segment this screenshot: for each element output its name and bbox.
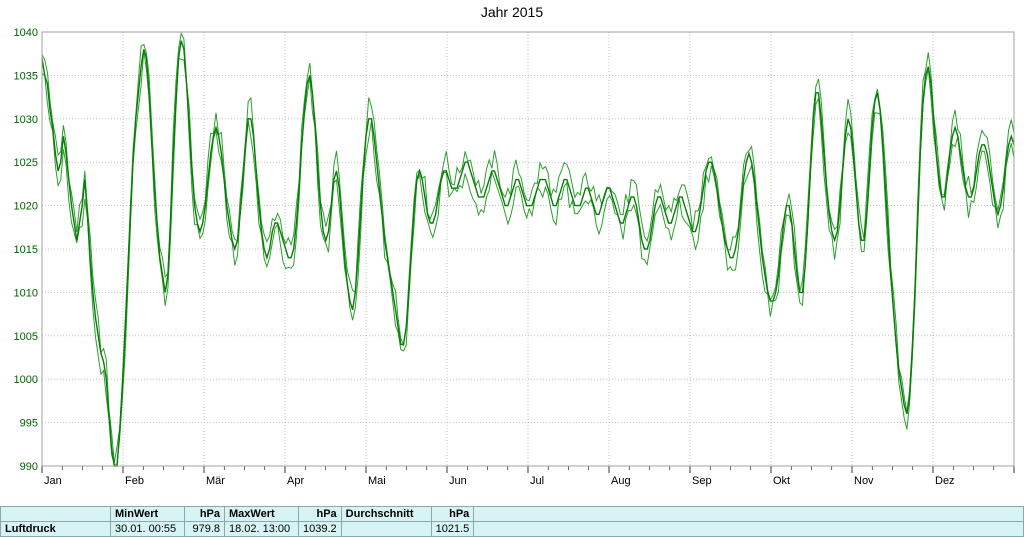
svg-text:Mai: Mai: [368, 475, 386, 487]
svg-text:995: 995: [20, 418, 38, 430]
svg-text:1005: 1005: [14, 331, 38, 343]
stats-blank-header: [1, 507, 111, 522]
stats-spacer2: [474, 522, 1024, 537]
stats-header-row: MinWert hPa MaxWert hPa Durchschnitt hPa: [1, 507, 1024, 522]
svg-text:1035: 1035: [14, 70, 38, 82]
svg-text:1020: 1020: [14, 201, 38, 213]
stats-max-ts: 18.02. 13:00: [225, 522, 299, 537]
svg-text:Sep: Sep: [692, 475, 712, 487]
svg-text:hPa: hPa: [18, 26, 38, 27]
stats-max-label: MaxWert: [225, 507, 299, 522]
stats-min-val: 979.8: [185, 522, 225, 537]
svg-text:1025: 1025: [14, 157, 38, 169]
svg-text:Mär: Mär: [206, 475, 225, 487]
svg-text:Jul: Jul: [530, 475, 544, 487]
stats-max-val: 1039.2: [299, 522, 342, 537]
stats-min-label: MinWert: [111, 507, 185, 522]
stats-avg-unit: hPa: [431, 507, 474, 522]
svg-text:1015: 1015: [14, 244, 38, 256]
svg-text:Apr: Apr: [287, 475, 304, 487]
svg-text:Jan: Jan: [44, 475, 62, 487]
stats-spacer: [474, 507, 1024, 522]
svg-text:Dez: Dez: [935, 475, 955, 487]
svg-text:Nov: Nov: [854, 475, 874, 487]
stats-min-unit: hPa: [185, 507, 225, 522]
svg-text:1000: 1000: [14, 374, 38, 386]
stats-avg-val: 1021.5: [431, 522, 474, 537]
stats-avg-ts: [341, 522, 431, 537]
svg-text:1030: 1030: [14, 114, 38, 126]
svg-text:Feb: Feb: [125, 475, 144, 487]
svg-text:Okt: Okt: [773, 475, 790, 487]
svg-text:990: 990: [20, 461, 38, 473]
svg-text:Aug: Aug: [611, 475, 631, 487]
chart-title: Jahr 2015: [0, 0, 1024, 26]
svg-text:Jun: Jun: [449, 475, 467, 487]
chart-area: 990 995 1000 1005 1010 1015 1020 1025 1030 1035 10…: [0, 26, 1024, 496]
page-root: Jahr 2015 990 995 1000 1005 1010 1015 1020 1025…: [0, 0, 1024, 537]
svg-text:1010: 1010: [14, 287, 38, 299]
stats-row-label: Luftdruck: [1, 522, 111, 537]
svg-text:1040: 1040: [14, 27, 38, 39]
pressure-line-chart: 990 995 1000 1005 1010 1015 1020 1025 1030 1035 10…: [0, 26, 1024, 496]
stats-min-ts: 30.01. 00:55: [111, 522, 185, 537]
stats-max-unit: hPa: [299, 507, 342, 522]
stats-value-row: Luftdruck 30.01. 00:55 979.8 18.02. 13:0…: [1, 522, 1024, 537]
svg-text:Luftdruck: Luftdruck: [64, 26, 110, 27]
stats-table: MinWert hPa MaxWert hPa Durchschnitt hPa…: [0, 506, 1024, 537]
stats-avg-label: Durchschnitt: [341, 507, 431, 522]
